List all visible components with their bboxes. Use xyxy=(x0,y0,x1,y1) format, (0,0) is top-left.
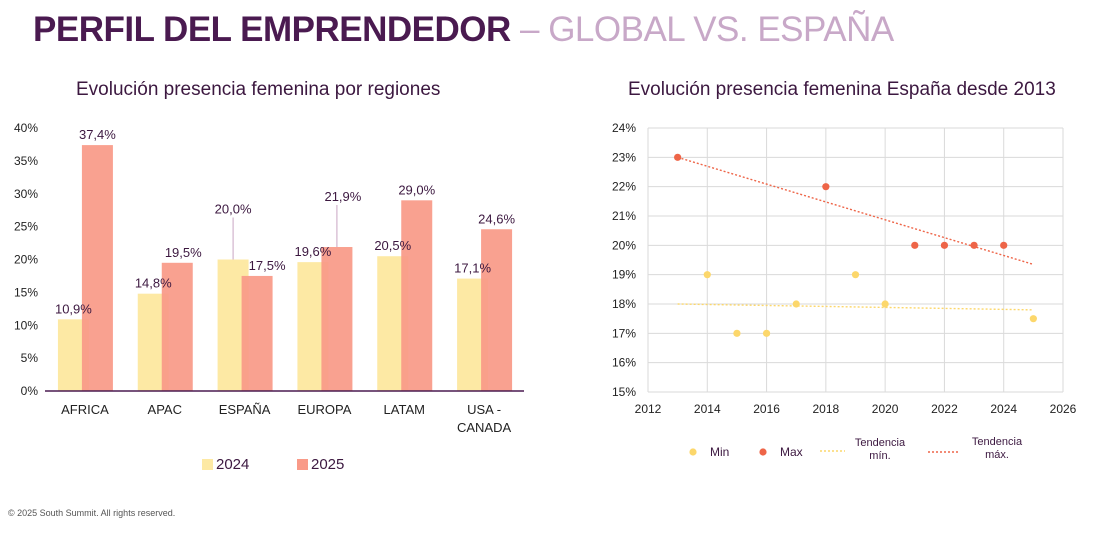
trendline-min xyxy=(677,303,1034,311)
legend-swatch-2025 xyxy=(297,459,308,470)
y-tick-label: 24% xyxy=(612,121,636,135)
point-max xyxy=(970,241,978,249)
scatter-chart-title: Evolución presencia femenina España desd… xyxy=(628,79,1056,100)
bar-2025-usa-canada xyxy=(481,229,513,391)
y-tick-label: 35% xyxy=(14,154,38,168)
point-min xyxy=(881,300,889,308)
data-label-2025: 17,5% xyxy=(249,258,286,273)
legend-swatch-2024 xyxy=(202,459,213,470)
scatter-chart: 2012 2014 2016 2018 2020 2022 2024 2026 15% 16% 17… xyxy=(612,121,1077,462)
legend-label-min: Min xyxy=(710,445,729,459)
y-tick-label: 20% xyxy=(612,238,636,252)
trendline-max xyxy=(677,156,1034,266)
data-label-2025: 19,5% xyxy=(165,245,202,260)
x-tick-label: AFRICA xyxy=(61,402,109,417)
point-min xyxy=(792,300,800,308)
bar-2025-espa-a xyxy=(241,275,273,391)
x-tick-label: 2024 xyxy=(990,402,1017,416)
x-tick-label: ESPAÑA xyxy=(219,402,271,417)
data-label-2024: 10,9% xyxy=(55,301,92,316)
bar-2025-europa xyxy=(321,247,353,391)
x-tick-label: 2018 xyxy=(813,402,840,416)
data-label-2025: 21,9% xyxy=(324,189,361,204)
y-tick-label: 21% xyxy=(612,209,636,223)
legend-label-trend-max: Tendencia máx. xyxy=(972,436,1023,461)
point-max xyxy=(674,153,682,161)
data-label-2024: 20,0% xyxy=(215,202,252,217)
legend-marker-max xyxy=(759,448,767,456)
legend-label-2025: 2025 xyxy=(311,456,344,473)
point-min xyxy=(851,271,860,279)
y-tick-label: 5% xyxy=(21,351,39,365)
point-max xyxy=(911,241,919,249)
data-label-2024: 17,1% xyxy=(454,261,491,276)
page-title: PERFIL DEL EMPRENDEDOR – GLOBAL VS. ESPA… xyxy=(33,8,894,52)
point-max xyxy=(940,241,949,249)
legend-label-trend-min: Tendencia mín. xyxy=(855,437,906,462)
legend-label-2024: 2024 xyxy=(216,456,249,473)
y-tick-label: 17% xyxy=(612,326,636,340)
y-tick-label: 30% xyxy=(14,187,38,201)
point-min xyxy=(703,271,711,279)
point-max xyxy=(822,183,830,191)
y-tick-label: 22% xyxy=(612,180,636,194)
point-min xyxy=(762,329,771,337)
bar-chart: 0% 5% 10% 15% 20% 25% 30% 35% 40% 10,9% 37,4% AFRIC… xyxy=(14,121,524,473)
y-tick-label: 25% xyxy=(14,220,38,234)
y-tick-label: 0% xyxy=(21,384,39,398)
x-tick-label: 2014 xyxy=(694,402,721,416)
x-tick-label: LATAM xyxy=(384,402,425,417)
y-tick-label: 15% xyxy=(612,385,636,399)
legend-marker-min xyxy=(689,448,697,456)
point-min xyxy=(1029,315,1037,323)
x-tick-label: 2016 xyxy=(753,402,780,416)
y-tick-label: 19% xyxy=(612,268,636,282)
point-min xyxy=(733,329,741,337)
x-tick-label: APAC xyxy=(148,402,182,417)
bar-2025-africa xyxy=(81,145,113,391)
x-tick-label: 2022 xyxy=(931,402,958,416)
page-title-main: PERFIL DEL EMPRENDEDOR xyxy=(33,10,511,49)
data-label-2024: 14,8% xyxy=(135,276,172,291)
data-label-2025: 37,4% xyxy=(79,127,116,142)
legend-label-max: Max xyxy=(780,445,803,459)
data-label-2025: 24,6% xyxy=(478,211,515,226)
y-tick-label: 15% xyxy=(14,285,38,299)
data-label-2025: 29,0% xyxy=(398,182,435,197)
x-tick-label: USA -CANADA xyxy=(457,402,512,435)
y-tick-label: 10% xyxy=(14,318,38,332)
data-label-2024: 19,6% xyxy=(294,244,331,259)
x-tick-label: EUROPA xyxy=(297,402,351,417)
page-title-sub: – GLOBAL VS. ESPAÑA xyxy=(520,10,894,49)
x-tick-label: 2012 xyxy=(635,402,662,416)
bar-2025-apac xyxy=(161,262,193,391)
y-tick-label: 20% xyxy=(14,253,38,267)
y-tick-label: 16% xyxy=(612,356,636,370)
x-tick-label: 2020 xyxy=(872,402,899,416)
data-label-2024: 20,5% xyxy=(374,238,411,253)
y-tick-label: 18% xyxy=(612,297,636,311)
point-max xyxy=(1000,241,1008,249)
copyright-footer: © 2025 South Summit. All rights reserved… xyxy=(8,508,176,518)
y-tick-label: 40% xyxy=(14,121,38,135)
bar-chart-title: Evolución presencia femenina por regione… xyxy=(76,79,441,100)
x-tick-label: 2026 xyxy=(1050,402,1077,416)
bar-2025-latam xyxy=(401,200,433,391)
y-tick-label: 23% xyxy=(612,150,636,164)
